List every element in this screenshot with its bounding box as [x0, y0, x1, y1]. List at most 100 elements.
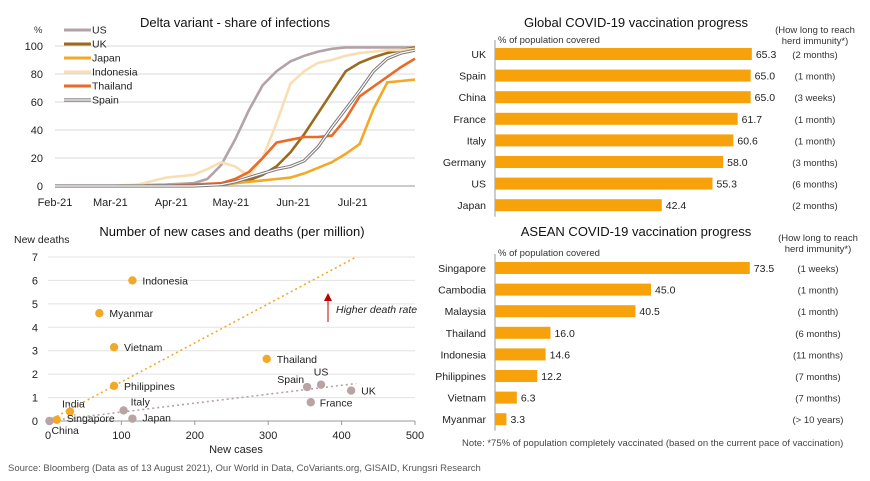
line-chart-ytick: 60 — [31, 97, 43, 109]
global-bar-category-japan: Japan — [457, 200, 486, 212]
global-bar-bar-uk — [495, 48, 752, 60]
asean-bar-value-philippines: 12.2 — [541, 371, 562, 383]
global-bar-bar-france — [495, 112, 738, 125]
india-leader-line — [67, 401, 71, 409]
legend-label: Thailand — [92, 81, 132, 93]
asean-bar-bar-indonesia — [495, 348, 546, 361]
asean-bar-herd-singapore: (1 weeks) — [797, 264, 838, 275]
global-bar-subtitle: % of population covered — [498, 35, 600, 46]
scatter-label-uk: UK — [361, 386, 376, 398]
scatter-point-singapore — [52, 415, 62, 425]
global-bar-bar-us — [495, 177, 713, 190]
line-chart-xtick: Jun-21 — [276, 197, 310, 209]
scatter-label-china: China — [51, 425, 79, 437]
asean-bar-bar-vietnam — [495, 391, 517, 404]
scatter-chart-xtick: 400 — [332, 430, 350, 442]
line-chart-ytick: 100 — [25, 41, 43, 53]
global-bar-value-germany: 58.0 — [727, 157, 748, 169]
scatter-chart-ytick: 6 — [32, 275, 38, 287]
global-bar-side-header-line2: herd immunity*) — [782, 36, 849, 47]
scatter-label-indonesia: Indonesia — [142, 275, 188, 287]
asean-bar-category-cambodia: Cambodia — [438, 285, 486, 297]
line-series-indonesia — [55, 47, 416, 188]
asean-bar-herd-myanmar: (> 10 years) — [793, 415, 844, 426]
global-bar-category-uk: UK — [471, 49, 486, 61]
scatter-chart-ytick: 0 — [32, 416, 38, 428]
scatter-label-france: France — [320, 397, 353, 409]
asean-bar-herd-malaysia: (1 month) — [798, 307, 839, 318]
asean-bar-value-vietnam: 6.3 — [521, 393, 536, 405]
trendline-asean — [47, 256, 357, 422]
scatter-point-philippines — [109, 381, 119, 391]
scatter-label-philippines: Philippines — [124, 381, 175, 393]
asean-bar-subtitle: % of population covered — [498, 248, 600, 259]
asean-bar-herd-cambodia: (1 month) — [798, 286, 839, 297]
global-bar-bar-spain — [495, 69, 751, 82]
global-bar-bar-italy — [495, 134, 734, 147]
scatter-point-france — [306, 398, 315, 407]
global-bar-category-italy: Italy — [467, 135, 487, 147]
asean-bar-bar-malaysia — [495, 305, 636, 318]
asean-bar-category-singapore: Singapore — [438, 263, 486, 275]
line-chart-ytick: 40 — [31, 125, 43, 137]
asean-bar-value-malaysia: 40.5 — [639, 306, 660, 318]
asean-bar-bar-thailand — [495, 326, 551, 339]
scatter-point-italy — [119, 406, 128, 415]
asean-bar-category-vietnam: Vietnam — [448, 393, 487, 405]
scatter-label-japan: Japan — [142, 413, 171, 425]
scatter-chart-ytick: 7 — [32, 252, 38, 264]
global-bar-herd-france: (1 month) — [795, 115, 836, 126]
global-bar-bar-germany — [495, 156, 724, 168]
legend-label: Spain — [92, 95, 119, 107]
asean-bar-value-singapore: 73.5 — [754, 263, 775, 275]
asean-bar-category-malaysia: Malaysia — [445, 306, 487, 318]
global-bar-bar-china — [495, 91, 751, 104]
line-chart-ylabel: % — [34, 25, 43, 36]
legend-label: US — [92, 25, 107, 37]
line-chart-title: Delta variant - share of infections — [140, 15, 331, 30]
scatter-chart-ytick: 3 — [32, 346, 38, 358]
asean-bar-side-header-line2: herd immunity*) — [785, 244, 852, 255]
annotation-arrow-head — [324, 293, 332, 301]
scatter-point-uk — [346, 386, 356, 395]
asean-bar-title: ASEAN COVID-19 vaccination progress — [521, 224, 752, 239]
scatter-label-myanmar: Myanmar — [109, 308, 153, 320]
global-bar-herd-germany: (3 months) — [792, 158, 837, 169]
global-bar-value-china: 65.0 — [755, 92, 776, 104]
asean-bar-herd-vietnam: (7 months) — [795, 394, 840, 405]
scatter-label-vietnam: Vietnam — [124, 342, 163, 354]
scatter-point-china — [45, 416, 54, 426]
scatter-point-spain — [302, 382, 312, 392]
scatter-label-singapore: Singapore — [67, 413, 115, 425]
scatter-chart-ytick: 4 — [32, 322, 38, 334]
asean-bar-value-myanmar: 3.3 — [510, 414, 525, 426]
legend-label: Indonesia — [92, 67, 138, 79]
asean-bar-value-thailand: 16.0 — [554, 328, 575, 340]
asean-bar-category-philippines: Philippines — [435, 371, 486, 383]
scatter-label-india: India — [62, 399, 85, 411]
global-bar-category-us: US — [471, 179, 486, 191]
scatter-point-vietnam — [109, 343, 119, 352]
global-bar-value-spain: 65.0 — [755, 71, 776, 83]
scatter-point-japan — [128, 414, 137, 423]
scatter-label-thailand: Thailand — [277, 354, 317, 366]
global-bar-value-uk: 65.3 — [756, 49, 777, 61]
scatter-chart-ytick: 5 — [32, 299, 38, 311]
global-bar-value-us: 55.3 — [717, 179, 738, 191]
asean-bar-category-thailand: Thailand — [446, 328, 486, 340]
global-bar-category-china: China — [459, 92, 487, 104]
scatter-chart-xtick: 300 — [259, 430, 277, 442]
scatter-chart-xtick: 0 — [45, 430, 51, 442]
global-bar-herd-italy: (1 month) — [795, 136, 836, 147]
scatter-point-myanmar — [95, 309, 104, 318]
trendline-other — [47, 382, 357, 422]
asean-bar-herd-thailand: (6 months) — [795, 329, 840, 340]
asean-bar-bar-philippines — [495, 370, 538, 382]
asean-bar-bar-myanmar — [495, 413, 507, 426]
asean-bar-category-indonesia: Indonesia — [440, 349, 486, 361]
scatter-point-thailand — [262, 354, 271, 364]
scatter-chart-title: Number of new cases and deaths (per mill… — [99, 224, 364, 239]
scatter-chart-ylabel: New deaths — [14, 234, 69, 246]
scatter-chart-xtick: 200 — [186, 430, 204, 442]
global-bar-herd-japan: (2 months) — [792, 201, 837, 212]
